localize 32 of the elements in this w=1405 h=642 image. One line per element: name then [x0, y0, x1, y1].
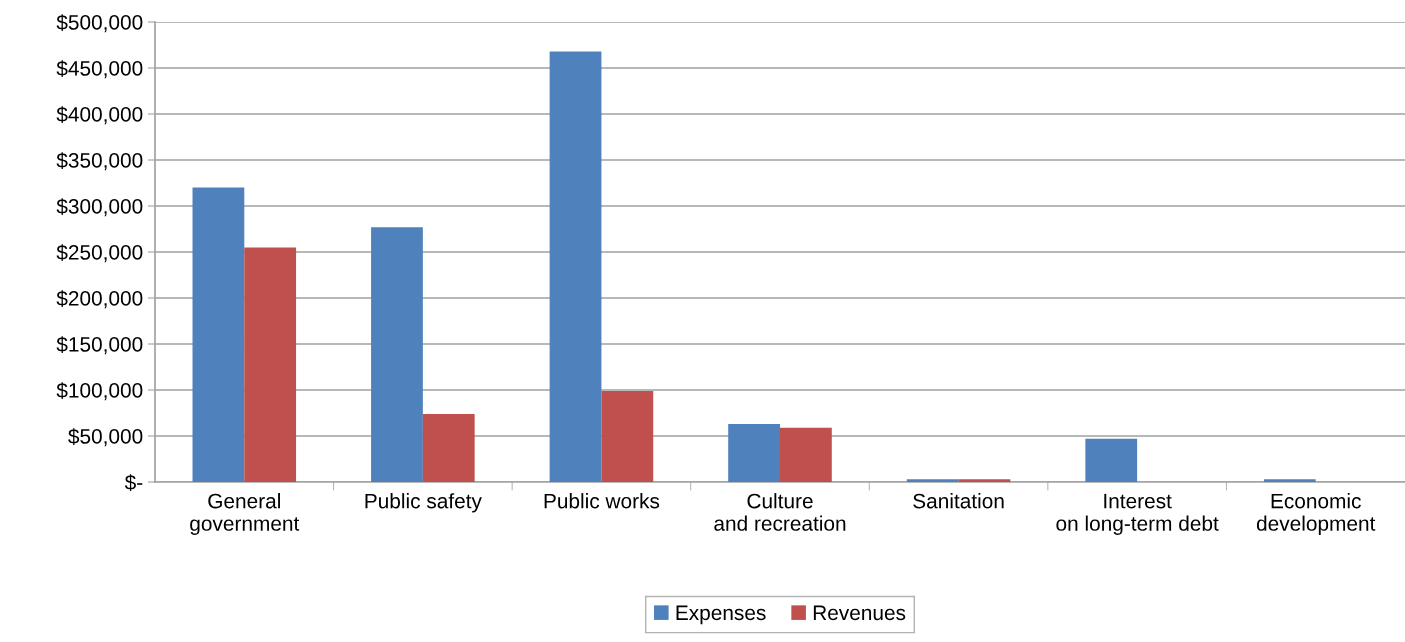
bar	[371, 227, 423, 482]
bar	[1263, 479, 1316, 482]
x-tick-label: General government	[190, 493, 300, 535]
y-tick-label: $450,000	[56, 60, 143, 79]
bar	[728, 424, 780, 482]
y-tick-label: $200,000	[56, 290, 143, 309]
y-tick-label: $350,000	[56, 152, 143, 171]
x-tick-label: Culture and recreation	[714, 493, 846, 531]
bar	[1085, 438, 1138, 482]
y-tick-label: $500,000	[56, 14, 143, 33]
legend-label: Expenses	[676, 605, 766, 625]
bar	[906, 479, 959, 482]
x-tick-label: Economic development	[1256, 493, 1376, 535]
bar	[780, 427, 832, 482]
bar	[192, 187, 245, 482]
x-tick-label: Interest on long-term debt	[1056, 493, 1219, 535]
x-tick-label: Public works	[544, 493, 660, 509]
bar	[601, 390, 654, 482]
y-tick-label: $300,000	[56, 198, 143, 217]
y-tick-label: $250,000	[56, 244, 143, 263]
bar	[958, 479, 1011, 482]
y-tick-label: $150,000	[56, 336, 143, 355]
x-tick-label: Public safety	[365, 493, 482, 513]
legend-label: Revenues	[813, 605, 906, 621]
y-tick-label: $-	[124, 474, 143, 491]
bar	[549, 51, 602, 482]
bar	[244, 247, 297, 482]
y-tick-label: $100,000	[56, 382, 143, 401]
x-tick-label: Sanitation	[913, 493, 1004, 509]
y-tick-label: $400,000	[56, 106, 143, 125]
bar	[422, 413, 475, 482]
y-tick-label: $50,000	[68, 428, 143, 447]
